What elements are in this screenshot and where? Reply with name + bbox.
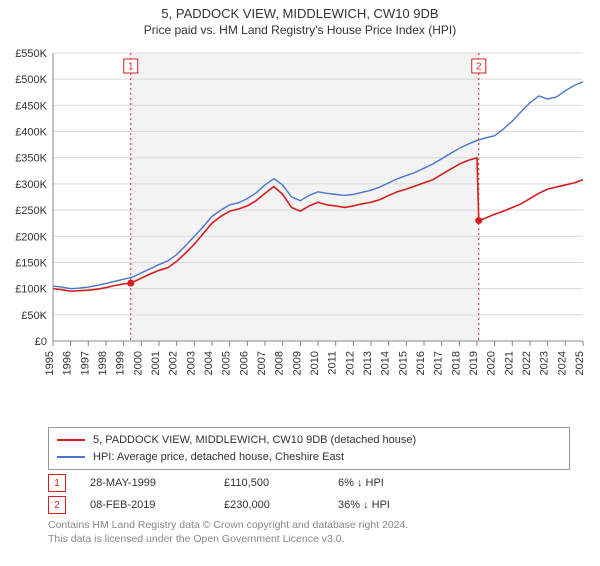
- svg-text:2017: 2017: [433, 351, 445, 375]
- event-delta: 6% ↓ HPI: [338, 477, 384, 489]
- svg-text:£150K: £150K: [15, 257, 47, 269]
- footnote: Contains HM Land Registry data © Crown c…: [48, 518, 570, 546]
- svg-text:£300K: £300K: [15, 179, 47, 191]
- price-chart: £0 £50K £100K £150K £200K £250K £300K £350K £400…: [5, 41, 595, 421]
- svg-text:2000: 2000: [132, 351, 144, 375]
- svg-text:£0: £0: [35, 336, 47, 348]
- legend-item: HPI: Average price, detached house, Ches…: [57, 449, 561, 466]
- event-date: 08-FEB-2019: [90, 499, 200, 511]
- svg-text:1999: 1999: [115, 351, 127, 375]
- svg-text:£350K: £350K: [15, 153, 47, 165]
- svg-text:2023: 2023: [539, 351, 551, 375]
- svg-text:1: 1: [128, 62, 134, 73]
- svg-text:2006: 2006: [238, 351, 250, 375]
- svg-text:£550K: £550K: [15, 48, 47, 60]
- svg-text:2: 2: [476, 62, 482, 73]
- svg-text:2008: 2008: [274, 351, 286, 375]
- legend-item: 5, PADDOCK VIEW, MIDDLEWICH, CW10 9DB (d…: [57, 432, 561, 449]
- svg-text:1998: 1998: [97, 351, 109, 375]
- svg-text:£450K: £450K: [15, 100, 47, 112]
- chart-container: £0 £50K £100K £150K £200K £250K £300K £350K £400…: [5, 41, 595, 421]
- event-badge: 1: [48, 474, 66, 492]
- svg-text:£50K: £50K: [21, 310, 47, 322]
- svg-text:2020: 2020: [486, 351, 498, 375]
- svg-text:2014: 2014: [380, 351, 392, 375]
- event-row: 2 08-FEB-2019 £230,000 36% ↓ HPI: [48, 496, 600, 514]
- svg-text:2004: 2004: [203, 351, 215, 375]
- svg-text:2022: 2022: [521, 351, 533, 375]
- svg-text:2016: 2016: [415, 351, 427, 375]
- svg-text:2021: 2021: [503, 351, 515, 375]
- event-price: £230,000: [224, 499, 314, 511]
- svg-text:2024: 2024: [556, 351, 568, 375]
- event-row: 1 28-MAY-1999 £110,500 6% ↓ HPI: [48, 474, 600, 492]
- svg-text:2005: 2005: [221, 351, 233, 375]
- svg-text:2013: 2013: [362, 351, 374, 375]
- svg-text:2019: 2019: [468, 351, 480, 375]
- svg-text:£200K: £200K: [15, 231, 47, 243]
- event-badge: 2: [48, 496, 66, 514]
- svg-text:£250K: £250K: [15, 205, 47, 217]
- svg-text:2018: 2018: [450, 351, 462, 375]
- footnote-line2: This data is licensed under the Open Gov…: [48, 533, 345, 545]
- svg-text:2011: 2011: [327, 351, 339, 375]
- svg-text:£100K: £100K: [15, 284, 47, 296]
- event-date: 28-MAY-1999: [90, 477, 200, 489]
- event-price: £110,500: [224, 477, 314, 489]
- svg-text:2010: 2010: [309, 351, 321, 375]
- svg-text:2009: 2009: [291, 351, 303, 375]
- svg-text:2003: 2003: [185, 351, 197, 375]
- svg-text:1995: 1995: [44, 351, 56, 375]
- svg-text:£500K: £500K: [15, 74, 47, 86]
- legend-swatch: [57, 456, 85, 458]
- legend-label: 5, PADDOCK VIEW, MIDDLEWICH, CW10 9DB (d…: [93, 432, 416, 449]
- event-delta: 36% ↓ HPI: [338, 499, 390, 511]
- legend-swatch: [57, 439, 85, 441]
- svg-text:2025: 2025: [574, 351, 586, 375]
- svg-text:2002: 2002: [168, 351, 180, 375]
- event-table: 1 28-MAY-1999 £110,500 6% ↓ HPI 2 08-FEB-2019…: [0, 474, 600, 514]
- page-title: 5, PADDOCK VIEW, MIDDLEWICH, CW10 9DB: [0, 6, 600, 21]
- svg-text:£400K: £400K: [15, 127, 47, 139]
- svg-text:2015: 2015: [397, 351, 409, 375]
- svg-text:1996: 1996: [62, 351, 74, 375]
- svg-text:1997: 1997: [79, 351, 91, 375]
- legend-label: HPI: Average price, detached house, Ches…: [93, 449, 344, 466]
- footnote-line1: Contains HM Land Registry data © Crown c…: [48, 519, 408, 531]
- svg-text:2001: 2001: [150, 351, 162, 375]
- svg-text:2007: 2007: [256, 351, 268, 375]
- svg-text:2012: 2012: [344, 351, 356, 375]
- page-subtitle: Price paid vs. HM Land Registry's House …: [0, 23, 600, 37]
- legend: 5, PADDOCK VIEW, MIDDLEWICH, CW10 9DB (d…: [48, 427, 570, 470]
